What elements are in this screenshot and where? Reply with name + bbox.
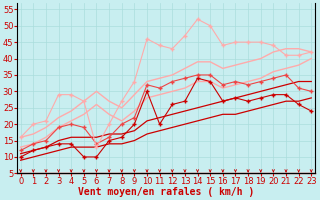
X-axis label: Vent moyen/en rafales ( km/h ): Vent moyen/en rafales ( km/h )	[78, 187, 254, 197]
